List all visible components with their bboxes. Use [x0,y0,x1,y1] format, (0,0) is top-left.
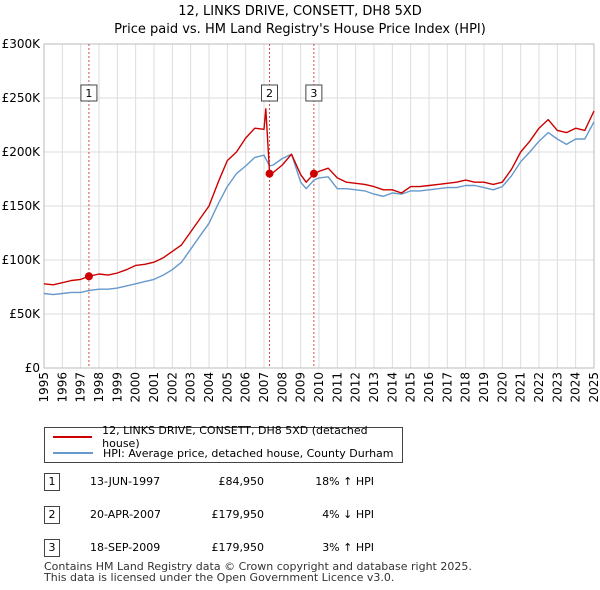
sale-date: 20-APR-2007 [90,508,162,521]
x-tick-label: 2020 [495,372,509,403]
y-tick-label: £0 [25,361,40,375]
legend-item-property: 12, LINKS DRIVE, CONSETT, DH8 5XD (detac… [53,424,402,450]
x-tick-label: 2021 [514,372,528,403]
x-tick-label: 1998 [92,372,106,403]
x-tick-label: 2019 [477,372,491,403]
y-tick-label: £100K [2,253,42,267]
sale-row: 2 20-APR-2007 £179,950 4% ↓ HPI [44,506,444,528]
x-tick-label: 2008 [275,372,289,403]
sale-hpi-change: 3% ↑ HPI [322,541,374,554]
x-tick-label: 1996 [55,372,69,403]
legend-label-hpi: HPI: Average price, detached house, Coun… [103,446,394,460]
y-tick-label: £200K [2,145,42,159]
sale-point [265,169,274,178]
x-tick-label: 2006 [239,372,253,403]
y-tick-label: £150K [2,199,42,213]
x-tick-label: 2014 [385,372,399,403]
x-tick-label: 2010 [312,372,326,403]
x-tick-label: 2007 [257,372,271,403]
sale-marker-label: 1 [85,87,92,100]
x-tick-label: 2001 [147,372,161,403]
x-tick-label: 2009 [294,372,308,403]
sale-marker-label: 3 [310,87,317,100]
x-tick-label: 2016 [422,372,436,403]
sale-hpi-change: 4% ↓ HPI [322,508,374,521]
x-tick-label: 2012 [349,372,363,403]
sale-date: 18-SEP-2009 [90,541,161,554]
x-tick-label: 2011 [330,372,344,403]
sale-point [309,169,318,178]
x-tick-label: 2005 [220,372,234,403]
chart-title: 12, LINKS DRIVE, CONSETT, DH8 5XD [178,4,422,19]
x-tick-label: 2025 [587,372,600,403]
sale-row: 1 13-JUN-1997 £84,950 18% ↑ HPI [44,473,444,495]
footer: Contains HM Land Registry data © Crown c… [44,561,472,583]
sale-marker-box [305,84,323,102]
footer-copyright: Contains HM Land Registry data © Crown c… [44,560,472,573]
sale-number-badge: 3 [44,539,60,557]
legend-swatch-hpi [53,452,93,454]
sale-marker-label: 2 [266,87,273,100]
sale-price: £179,950 [211,541,265,554]
legend: 12, LINKS DRIVE, CONSETT, DH8 5XD (detac… [44,424,403,463]
x-tick-label: 1999 [110,372,124,403]
x-tick-label: 1997 [74,372,88,403]
sale-marker-box [261,84,278,102]
x-tick-label: 2024 [569,372,583,403]
plot-border [43,43,595,369]
sale-date: 13-JUN-1997 [90,475,161,488]
y-tick-label: £250K [2,91,42,105]
x-tick-label: 2018 [459,372,473,403]
sale-point [84,272,93,281]
x-tick-label: 2004 [202,372,216,403]
sale-price: £179,950 [211,508,265,521]
x-tick-label: 1995 [37,372,51,403]
x-tick-label: 2015 [404,372,418,403]
hpi-line [43,121,595,296]
y-tick-label: £300K [2,37,42,51]
footer-licence: This data is licensed under the Open Gov… [44,571,395,584]
sale-price: £84,950 [218,475,265,488]
x-tick-label: 2000 [129,372,143,403]
x-tick-label: 2003 [184,372,198,403]
price-chart: £0 £50K £100K £150K £200K £250K £300K 1995 1996 1… [2,37,600,403]
sale-marker-box [80,84,98,102]
y-tick-label: £50K [9,307,41,321]
legend-label-property: 12, LINKS DRIVE, CONSETT, DH8 5XD (detac… [102,424,368,450]
legend-item-hpi: HPI: Average price, detached house, Coun… [53,445,394,461]
sale-number-badge: 2 [44,506,60,524]
x-tick-label: 2017 [440,372,454,403]
x-tick-label: 2013 [367,372,381,403]
sale-number-badge: 1 [44,473,60,491]
x-tick-label: 2023 [550,372,564,403]
legend-swatch-property [53,436,93,438]
sale-hpi-change: 18% ↑ HPI [315,475,374,488]
property-price-line [43,108,595,286]
chart-subtitle: Price paid vs. HM Land Registry's House … [114,22,486,37]
x-tick-label: 2002 [165,372,179,403]
sale-row: 3 18-SEP-2009 £179,950 3% ↑ HPI [44,539,444,561]
x-tick-label: 2022 [532,372,546,403]
